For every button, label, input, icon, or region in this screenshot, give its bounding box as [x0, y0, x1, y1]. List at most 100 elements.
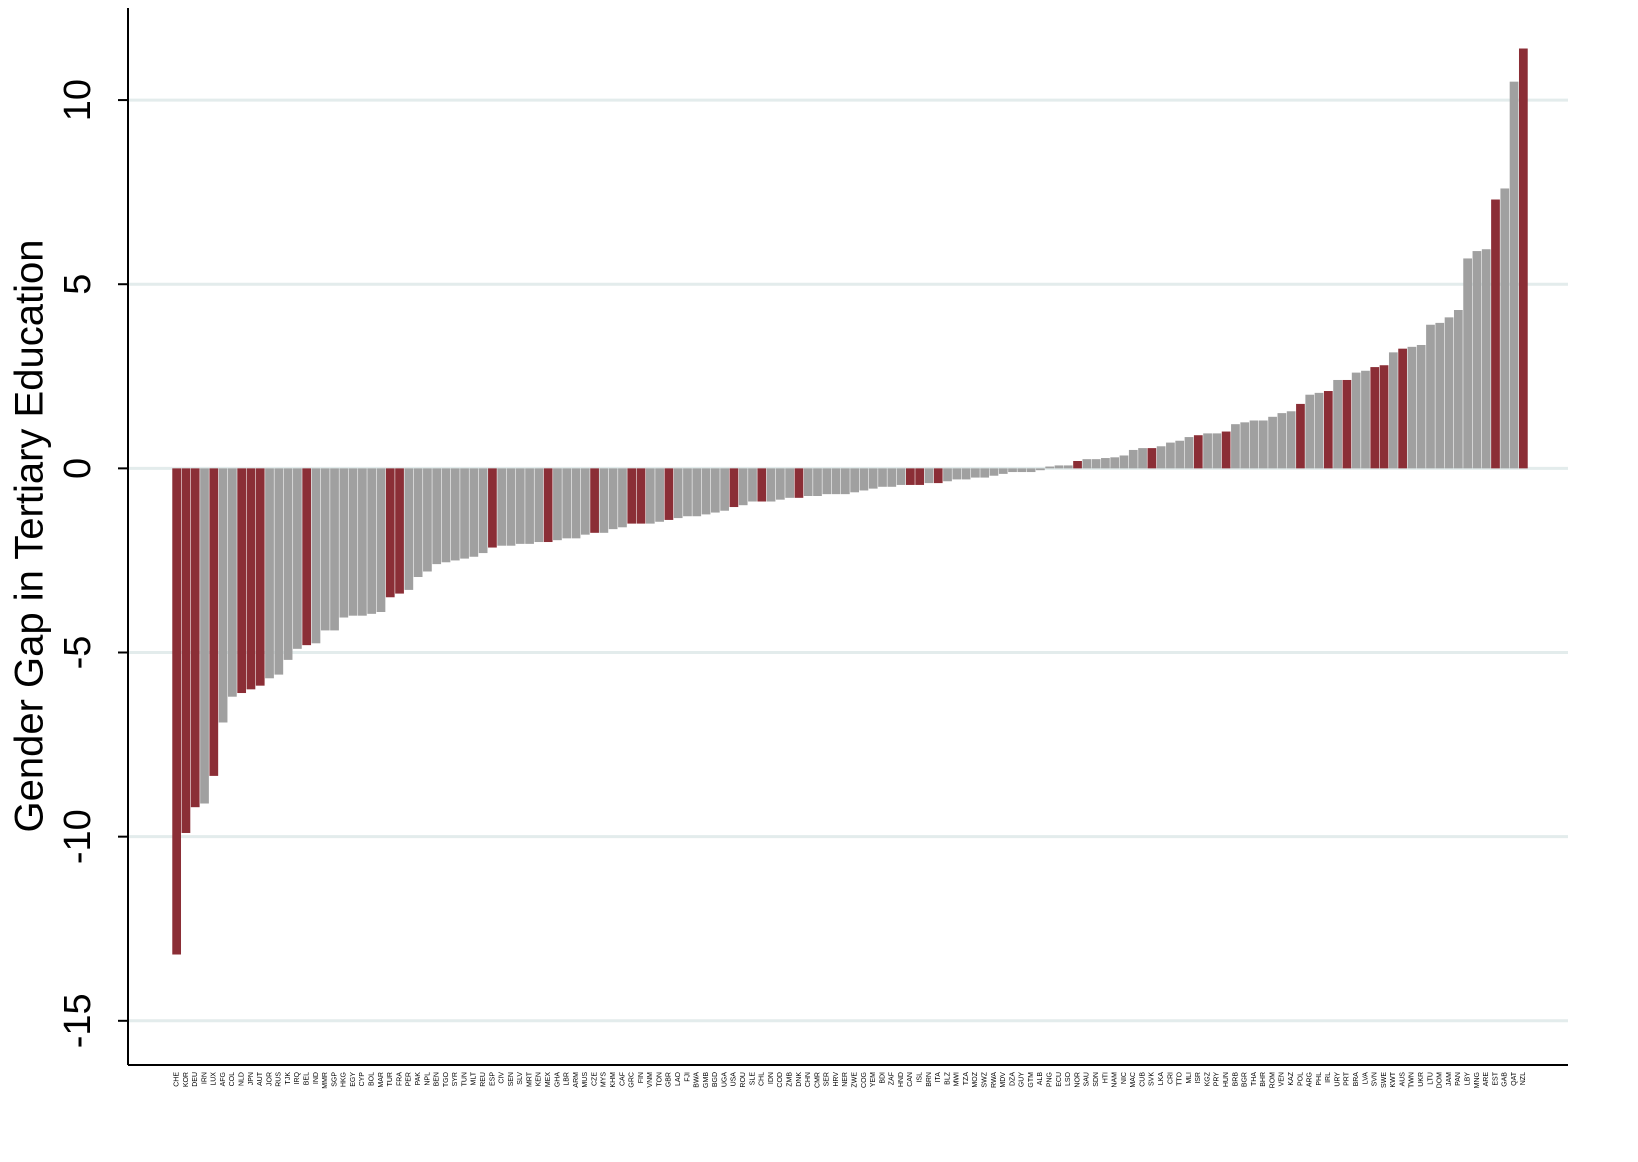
bar: [896, 468, 906, 485]
x-tick-label: CRI: [1167, 1072, 1174, 1084]
x-tick-label: ROU: [740, 1072, 747, 1088]
x-tick-label: BRA: [1353, 1072, 1360, 1087]
x-tick-label: QAT: [1511, 1071, 1518, 1086]
x-tick-label: PAK: [415, 1072, 422, 1086]
bar: [636, 468, 646, 524]
x-tick-label: MWI: [954, 1072, 961, 1086]
bar: [330, 468, 339, 631]
bar: [190, 468, 200, 808]
x-tick-label: CHL: [759, 1072, 766, 1086]
bar: [441, 468, 451, 563]
x-tick-label: MUS: [582, 1072, 589, 1088]
x-tick-label: GHA: [554, 1072, 561, 1088]
x-tick-label: PRY: [1214, 1072, 1221, 1087]
x-tick-label: HKG: [341, 1072, 348, 1087]
x-tick-label: PAN: [1455, 1072, 1462, 1086]
bar: [1203, 433, 1212, 469]
x-tick-label: ITA: [935, 1072, 942, 1083]
bar: [831, 468, 841, 495]
bar: [608, 468, 618, 530]
bar: [376, 468, 386, 612]
bar: [367, 468, 377, 614]
x-tick-label: ZMB: [786, 1072, 793, 1087]
bar: [933, 468, 943, 484]
x-tick-label: DZA: [1009, 1072, 1016, 1086]
x-tick-label: AUS: [1399, 1072, 1406, 1087]
bar: [1370, 367, 1380, 469]
bar: [738, 468, 748, 506]
x-tick-label: HND: [898, 1072, 905, 1087]
bar: [1333, 379, 1342, 469]
bar: [478, 468, 488, 554]
bar: [571, 468, 581, 539]
bar: [1091, 459, 1101, 469]
x-tick-label: PNG: [1047, 1072, 1054, 1087]
x-tick-label: NZL: [1520, 1072, 1527, 1085]
bar: [228, 468, 237, 697]
x-tick-label: LBR: [564, 1072, 571, 1086]
bar: [348, 468, 358, 616]
bar: [692, 468, 702, 517]
bar: [1453, 310, 1463, 469]
x-tick-label: YEM: [870, 1072, 877, 1087]
bar: [729, 468, 739, 508]
bar: [710, 468, 720, 513]
x-tick-label: TUR: [387, 1072, 394, 1086]
bar: [358, 468, 367, 616]
bar: [757, 468, 767, 502]
bar: [534, 468, 544, 543]
x-tick-label: LAO: [675, 1071, 682, 1086]
bar: [980, 468, 990, 478]
x-tick-label: THA: [1251, 1072, 1258, 1086]
x-tick-label: VNM: [647, 1072, 654, 1088]
x-tick-label: BEN: [434, 1072, 441, 1086]
bar: [1435, 322, 1445, 469]
bar: [311, 468, 321, 644]
bar: [1073, 461, 1082, 469]
bar: [395, 468, 404, 594]
x-tick-label: IRQ: [294, 1071, 301, 1084]
x-tick-label: TTO: [1177, 1071, 1184, 1085]
y-tick-label: 0: [57, 458, 99, 479]
x-tick-label: MRT: [526, 1071, 533, 1087]
x-tick-label: EGY: [350, 1072, 357, 1087]
x-tick-label: BEL: [304, 1072, 311, 1085]
x-tick-label: IRN: [201, 1072, 208, 1084]
x-tick-label: MNG: [1474, 1072, 1481, 1088]
bar: [943, 468, 952, 482]
bar: [580, 468, 590, 535]
bar: [469, 468, 479, 557]
x-tick-label: MMR: [322, 1072, 329, 1089]
x-tick-label: JOR: [266, 1072, 273, 1086]
x-tick-label: DNK: [796, 1072, 803, 1087]
bar: [998, 468, 1008, 474]
bar: [274, 468, 284, 675]
bar: [766, 468, 776, 502]
x-tick-label: BLZ: [944, 1071, 951, 1085]
bar: [1184, 437, 1194, 469]
x-tick-label: GTM: [1028, 1072, 1035, 1088]
bar: [302, 468, 312, 646]
x-tick-label: SVN: [1372, 1072, 1379, 1086]
x-tick-label: CAF: [619, 1072, 626, 1086]
x-tick-label: GRC: [629, 1072, 636, 1088]
bar: [1017, 468, 1027, 473]
x-tick-label: KAZ: [1288, 1071, 1295, 1085]
bar: [1518, 48, 1528, 469]
bar: [1426, 324, 1435, 469]
x-tick-label: ZAF: [889, 1072, 896, 1085]
x-tick-label: GBR: [666, 1072, 673, 1087]
x-tick-label: CHN: [805, 1072, 812, 1087]
x-tick-label: AUT: [257, 1071, 264, 1086]
bar: [460, 468, 469, 559]
x-tick-label: CAN: [907, 1072, 914, 1087]
bar: [1221, 431, 1231, 469]
x-tick-label: MLI: [1186, 1072, 1193, 1084]
x-tick-label: ALB: [1037, 1072, 1044, 1086]
bar: [748, 468, 757, 502]
x-tick-label: LKA: [1158, 1072, 1165, 1086]
bar: [413, 468, 423, 578]
x-tick-label: SYR: [452, 1072, 459, 1086]
x-tick-label: GMB: [703, 1072, 710, 1088]
x-tick-label: ARG: [1307, 1072, 1314, 1087]
